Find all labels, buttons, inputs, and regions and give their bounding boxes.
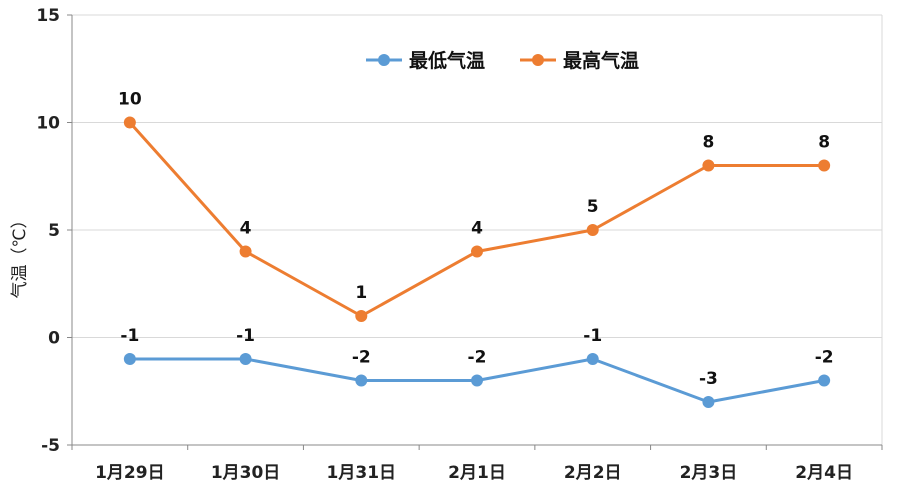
legend-marker [532,54,544,66]
data-label: 1 [355,283,367,303]
legend: 最低气温 最高气温 [366,49,639,72]
data-point [818,374,831,387]
x-tick-label: 1月30日 [211,463,281,483]
x-tick-label: 2月4日 [795,463,853,483]
x-tick-labels: 1月29日 1月30日 1月31日 2月1日 2月2日 2月3日 2月4日 [71,445,883,483]
x-tick-label: 1月31日 [327,463,397,483]
data-label: -1 [236,326,255,346]
data-label: -2 [352,348,371,368]
data-point [471,374,483,387]
data-point [586,224,599,236]
y-tick-label: 0 [48,329,60,349]
data-label: -1 [583,326,602,346]
data-label: -1 [120,326,139,346]
data-label: 4 [471,219,483,239]
data-label: 8 [818,133,830,153]
x-tick-label: 2月3日 [680,463,738,483]
gridlines [72,14,883,445]
y-tick-labels: -5 0 5 10 15 [36,6,72,456]
data-label: 5 [587,197,599,217]
y-tick-label: -5 [41,436,60,456]
legend-label: 最高气温 [563,49,639,72]
series [123,116,831,408]
data-label: -2 [468,348,487,368]
y-tick-label: 5 [48,221,60,241]
data-label: 8 [703,133,715,153]
data-point [355,374,368,387]
x-tick-label: 1月29日 [95,463,165,483]
y-tick-label: 15 [36,6,60,26]
legend-marker [378,54,390,66]
data-point [471,245,483,258]
legend-label: 最低气温 [409,49,485,72]
y-tick-label: 10 [36,114,60,134]
data-point [239,245,252,258]
data-label: -2 [815,348,834,368]
data-label: -3 [699,369,718,389]
data-point [123,353,136,365]
data-label: 4 [240,219,252,239]
x-tick-label: 2月2日 [564,463,622,483]
data-point [702,396,715,408]
data-point [702,159,715,172]
data-point [239,353,252,365]
data-labels: -1 -1 -2 -2 -1 -3 -2 10 4 1 4 5 8 8 [118,90,834,390]
data-point [818,159,831,172]
data-label: 10 [118,90,142,110]
x-tick-label: 2月1日 [448,463,506,483]
data-point [586,353,599,365]
data-point [355,310,368,322]
data-point [123,116,136,129]
y-axis-label: 气温（℃） [10,211,30,298]
